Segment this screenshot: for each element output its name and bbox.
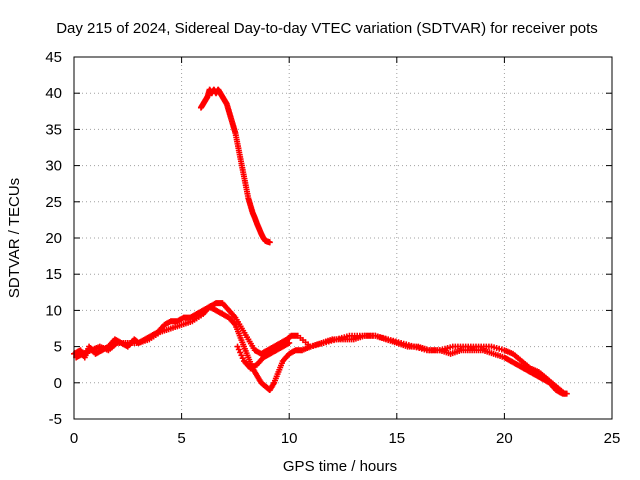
- x-axis-label: GPS time / hours: [283, 458, 397, 475]
- data-points: [71, 86, 570, 397]
- y-tick-label: 35: [45, 121, 62, 138]
- chart-title: Day 215 of 2024, Sidereal Day-to-day VTE…: [56, 20, 598, 37]
- y-tick-label: 10: [45, 302, 62, 319]
- series-track-b: [73, 300, 568, 397]
- axis-ticks: 0 5 10 15 20 25 -5 0 5 10 15 20 25 30 35 40 45: [45, 49, 620, 447]
- y-axis-label: SDTVAR / TECUs: [6, 178, 23, 298]
- y-tick-label: -5: [49, 411, 62, 428]
- y-tick-label: 30: [45, 158, 62, 175]
- data-point: [561, 390, 568, 397]
- grid: [74, 57, 612, 419]
- y-tick-label: 25: [45, 194, 62, 211]
- data-point: [266, 239, 273, 246]
- x-tick-label: 5: [177, 430, 185, 447]
- y-tick-label: 15: [45, 266, 62, 283]
- series-track-d: [197, 86, 273, 246]
- y-tick-label: 45: [45, 49, 62, 66]
- y-tick-label: 40: [45, 85, 62, 102]
- y-tick-label: 5: [54, 339, 62, 356]
- x-tick-label: 15: [388, 430, 405, 447]
- y-tick-label: 20: [45, 230, 62, 247]
- data-point: [286, 339, 293, 346]
- x-tick-label: 20: [496, 430, 513, 447]
- x-tick-label: 0: [70, 430, 78, 447]
- y-tick-label: 0: [54, 375, 62, 392]
- x-tick-label: 10: [281, 430, 298, 447]
- x-tick-label: 25: [604, 430, 621, 447]
- series-track-c: [234, 339, 293, 372]
